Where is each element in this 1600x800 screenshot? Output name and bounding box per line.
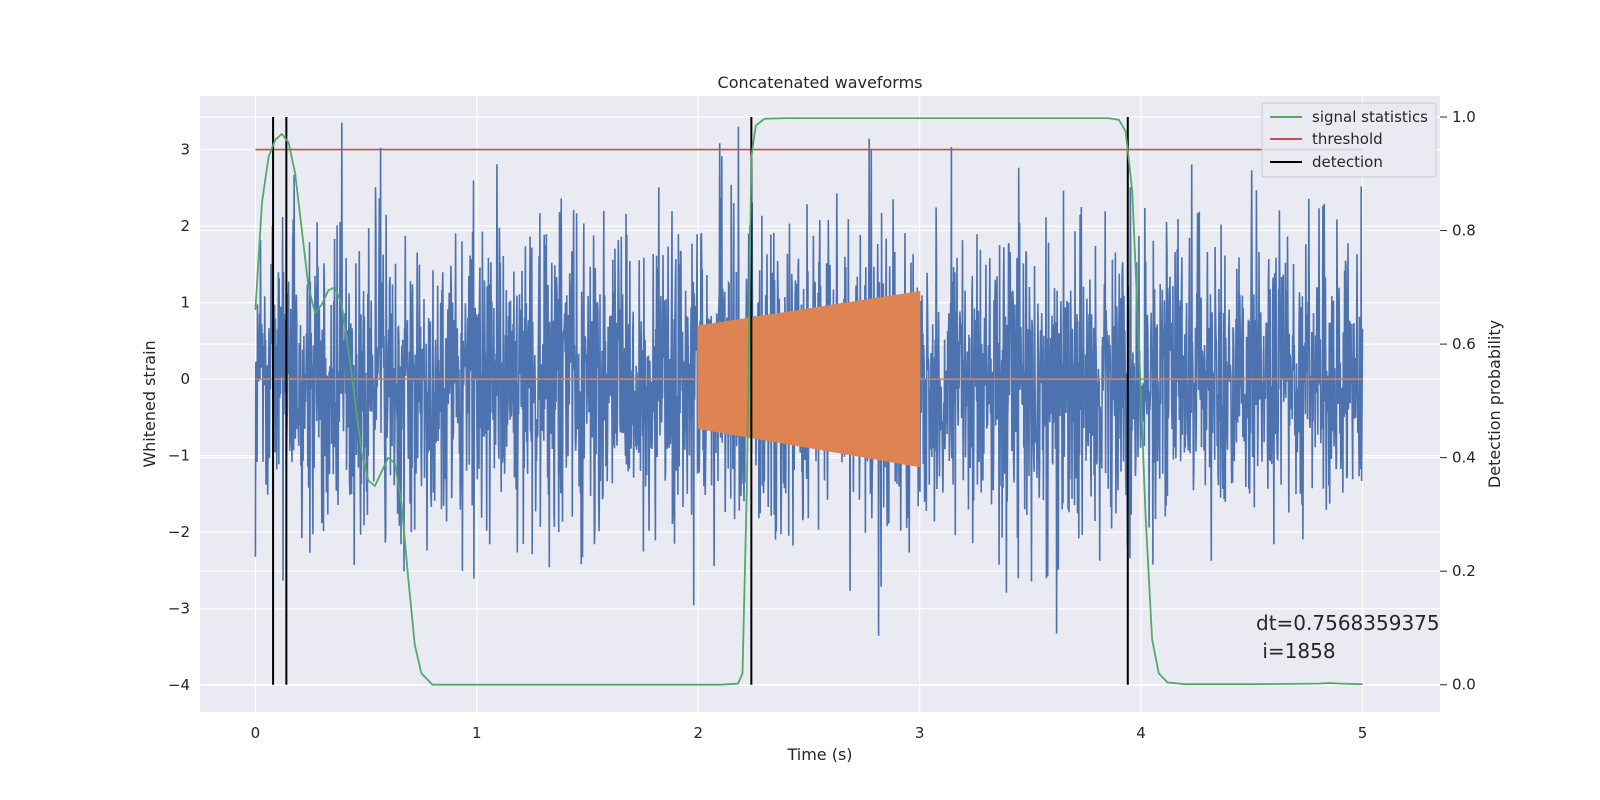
y-tick-label-3: −1	[168, 447, 190, 465]
legend-label-signal-statistics: signal statistics	[1312, 108, 1428, 126]
legend-box	[1261, 102, 1437, 178]
y-tick-label-2: −2	[168, 523, 190, 541]
y-tick-label-0: −4	[168, 676, 190, 694]
y2-axis-ticks: 0.0 0.2 0.4 0.6 0.8 1.0	[1440, 108, 1476, 694]
legend-label-threshold: threshold	[1312, 130, 1383, 148]
x-axis-label: Time (s)	[786, 745, 852, 764]
y2-tick-label-0: 0.0	[1452, 676, 1476, 694]
annotation-i: i=1858	[1256, 639, 1336, 663]
y-axis-label: Whitened strain	[140, 340, 159, 467]
y-tick-label-4: 0	[180, 370, 190, 388]
injection-series	[255, 291, 1363, 468]
signal-statistics-series	[254, 117, 1363, 686]
y-tick-label-7: 3	[180, 141, 190, 159]
injection-line	[255, 291, 1363, 468]
y2-tick-label-4: 0.8	[1452, 222, 1476, 240]
legend: signal statistics threshold detection	[1261, 102, 1437, 178]
y2-axis-label: Detection probability	[1485, 320, 1504, 488]
y-tick-label-5: 1	[180, 294, 190, 312]
y2-tick-label-1: 0.2	[1452, 562, 1476, 580]
x-tick-label-3: 3	[915, 724, 925, 742]
annotation-dt: dt=0.7568359375	[1256, 611, 1440, 635]
x-tick-label-2: 2	[693, 724, 703, 742]
signal-statistics-line	[254, 117, 1363, 686]
x-tick-label-4: 4	[1136, 724, 1146, 742]
y-axis-ticks: −4 −3 −2 −1 0 1 2 3	[168, 141, 190, 695]
legend-label-detection: detection	[1312, 153, 1383, 171]
y2-tick-label-3: 0.6	[1452, 335, 1476, 353]
y-tick-label-6: 2	[180, 217, 190, 235]
x-axis-ticks: 0 1 2 3 4 5	[251, 724, 1368, 742]
x-tick-label-1: 1	[472, 724, 482, 742]
x-tick-label-5: 5	[1358, 724, 1368, 742]
chart-title: Concatenated waveforms	[718, 73, 923, 92]
x-tick-label-0: 0	[251, 724, 261, 742]
y2-tick-label-2: 0.4	[1452, 449, 1476, 467]
y2-tick-label-5: 1.0	[1452, 108, 1476, 126]
y-tick-label-1: −3	[168, 600, 190, 618]
